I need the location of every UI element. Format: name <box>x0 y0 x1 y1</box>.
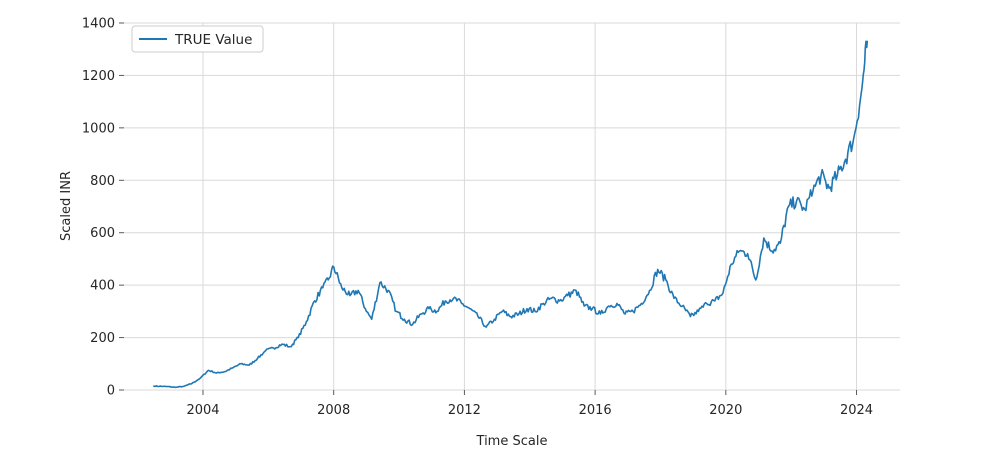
y-tick-label: 200 <box>90 331 115 346</box>
y-tick-label: 800 <box>90 174 115 189</box>
grid <box>124 22 900 391</box>
x-tick-label: 2020 <box>709 403 742 418</box>
y-axis-label: Scaled INR <box>59 171 74 241</box>
x-tick-label: 2016 <box>579 403 612 418</box>
legend: TRUE Value <box>131 25 264 53</box>
y-tick-label: 1400 <box>82 17 115 32</box>
x-axis-ticks: 2004 2008 2012 2016 2020 2024 <box>186 390 873 418</box>
x-tick-label: 2012 <box>448 403 481 418</box>
x-axis-label: Time Scale <box>476 434 548 449</box>
y-tick-label: 1000 <box>82 121 115 136</box>
x-tick-label: 2004 <box>186 403 219 418</box>
legend-box <box>131 25 264 53</box>
series-line-true-value <box>153 40 869 389</box>
y-tick-label: 600 <box>90 226 115 241</box>
y-tick-label: 400 <box>90 279 115 294</box>
x-tick-label: 2008 <box>317 403 350 418</box>
x-tick-label: 2024 <box>840 403 873 418</box>
y-axis-ticks: 0 200 400 600 800 1000 1200 1400 <box>82 17 124 399</box>
legend-label-true-value: TRUE Value <box>174 32 252 48</box>
y-tick-label: 0 <box>107 384 115 399</box>
y-tick-label: 1200 <box>82 69 115 84</box>
